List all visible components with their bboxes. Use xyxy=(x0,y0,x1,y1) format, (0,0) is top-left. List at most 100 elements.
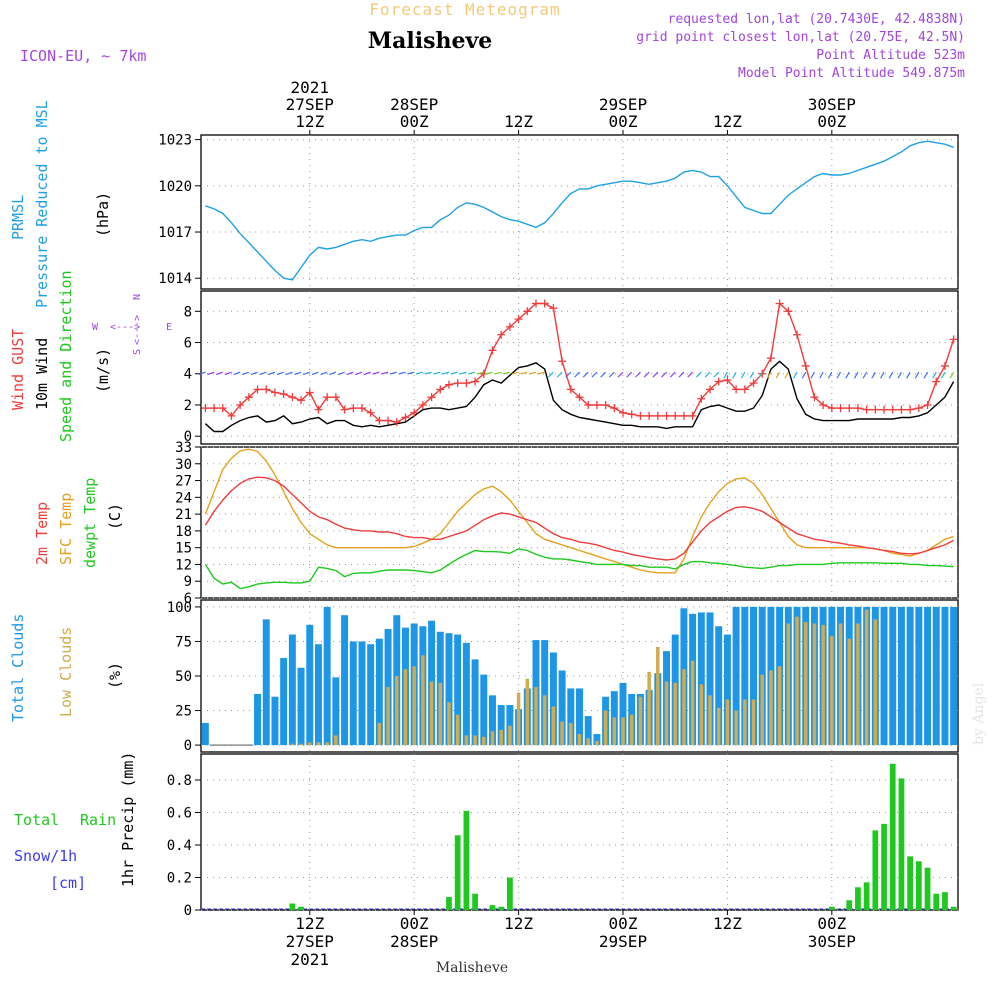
low-cloud-bar xyxy=(812,623,817,746)
total-cloud-bar xyxy=(288,634,296,746)
low-cloud-bar xyxy=(438,682,443,746)
wind-direction-arrow xyxy=(810,371,815,379)
low-cloud-bar xyxy=(682,669,686,746)
wind-gust-marker xyxy=(853,404,862,413)
y-tick-label: 0.6 xyxy=(167,806,192,822)
wind-gust-marker xyxy=(384,416,393,425)
low-cloud-bar xyxy=(690,660,695,746)
low-cloud-bar xyxy=(864,609,869,746)
rain-bar xyxy=(855,887,861,910)
wind-gust-marker xyxy=(949,335,958,344)
x-tick-label-top: 28SEP xyxy=(390,95,438,114)
wind-gust-marker xyxy=(531,299,540,308)
wind-direction-arrow xyxy=(740,371,746,379)
pressure-unit: (hPa) xyxy=(94,192,112,237)
panel-frame xyxy=(200,446,959,599)
wind-direction-arrow xyxy=(582,371,589,378)
low-cloud-bar xyxy=(656,646,660,746)
wind-gust-marker xyxy=(845,404,854,413)
plot-area: 1014101710201023024686912151821242730330… xyxy=(158,78,959,969)
wind-direction-arrow xyxy=(940,371,946,379)
wind-gust-marker xyxy=(932,377,941,386)
compass-west: W xyxy=(92,322,99,333)
gridpoint-coords: grid point closest lon,lat (20.75E, 42.5… xyxy=(636,30,965,45)
rain-bar xyxy=(846,900,853,910)
total-cloud-bar xyxy=(375,638,383,746)
wind-gust-marker xyxy=(784,307,793,316)
x-tick-label-bottom: 00Z xyxy=(400,914,429,933)
pressure-labels: PRMSL Pressure Reduced to MSL (hPa) xyxy=(9,100,112,308)
cloud-label-low: Low Clouds xyxy=(57,627,75,717)
wind-direction-arrow xyxy=(923,371,929,379)
wind-direction-arrow xyxy=(617,371,624,378)
low-cloud-bar xyxy=(395,676,399,746)
rain-bar xyxy=(489,905,496,910)
wind-gust-marker xyxy=(871,405,880,414)
wind-gust-marker xyxy=(505,322,514,331)
y-tick-label: 15 xyxy=(175,541,192,557)
wind-gust-marker xyxy=(357,404,366,413)
wind-direction-arrow xyxy=(880,371,885,379)
rain-bar xyxy=(498,906,505,910)
wind-direction-arrow xyxy=(687,371,694,378)
wind-direction-arrow xyxy=(784,371,789,379)
total-cloud-bar xyxy=(489,695,496,746)
total-cloud-bar xyxy=(497,705,505,746)
total-cloud-bar xyxy=(880,606,888,746)
wind-direction-arrow xyxy=(661,371,667,378)
x-tick-label-top: 12Z xyxy=(504,112,533,131)
wind-gust-marker xyxy=(610,404,619,413)
cloud-labels: Total Clouds Low Clouds (%) xyxy=(9,614,124,722)
wind-gust-marker xyxy=(601,400,610,409)
x-tick-label-bottom: 12Z xyxy=(295,914,324,933)
wind-label-10m: 10m Wind xyxy=(33,338,51,410)
low-cloud-bar xyxy=(629,714,634,746)
wind-gust-marker xyxy=(906,405,915,414)
wind-gust-marker xyxy=(679,411,688,420)
rain-bar xyxy=(863,882,870,910)
wind-gust-marker xyxy=(427,393,436,402)
low-cloud-bar xyxy=(769,670,773,746)
total-cloud-bar xyxy=(584,716,592,746)
low-cloud-bar xyxy=(525,678,530,746)
compass-arrow-horizontal: <---> xyxy=(110,322,140,333)
wind-direction-arrow xyxy=(793,371,798,379)
temp-unit: (C) xyxy=(106,503,124,530)
total-cloud-bar xyxy=(254,693,262,746)
low-cloud-bar xyxy=(473,735,477,746)
wind-gust-marker xyxy=(462,379,471,388)
wind-direction-arrow xyxy=(485,371,493,375)
low-cloud-bar xyxy=(516,692,521,746)
wind-direction-arrow xyxy=(897,371,902,379)
wind-direction-arrow xyxy=(845,371,850,379)
y-tick-label: 0 xyxy=(184,738,192,754)
wind-gust-marker xyxy=(297,396,306,405)
total-cloud-bar xyxy=(549,652,557,746)
wind-direction-arrow xyxy=(268,371,276,376)
wind-direction-arrow xyxy=(801,371,807,379)
rain-bar xyxy=(950,906,957,910)
wind-gust-marker xyxy=(340,405,349,414)
point-altitude: Point Altitude 523m xyxy=(816,48,965,63)
wind-gust-marker xyxy=(436,385,445,394)
wind-direction-arrow xyxy=(669,371,676,378)
wind-label-speed-dir: Speed and Direction xyxy=(57,270,75,442)
wind-labels: Wind GUST 10m Wind Speed and Direction (… xyxy=(9,270,172,442)
wind-gust-marker xyxy=(888,405,897,414)
wind-direction-arrow xyxy=(591,371,598,378)
wind-direction-arrow xyxy=(626,371,633,378)
y-tick-label: 1014 xyxy=(158,271,192,287)
wind-direction-arrow xyxy=(548,371,554,378)
wind-gust-marker xyxy=(732,385,741,394)
chart-subtitle: Forecast Meteogram xyxy=(369,0,560,19)
total-cloud-bar xyxy=(271,696,279,746)
wind-gust-marker xyxy=(880,405,889,414)
low-cloud-bar xyxy=(621,717,625,746)
wind-gust-marker xyxy=(793,330,802,339)
wind-direction-arrow xyxy=(906,371,911,379)
wind-gust-marker xyxy=(410,408,419,417)
x-tick-label-bottom: 30SEP xyxy=(808,932,856,951)
rain-bar xyxy=(881,823,887,910)
total-cloud-bar xyxy=(480,674,488,746)
wind-gust-marker xyxy=(366,408,375,417)
